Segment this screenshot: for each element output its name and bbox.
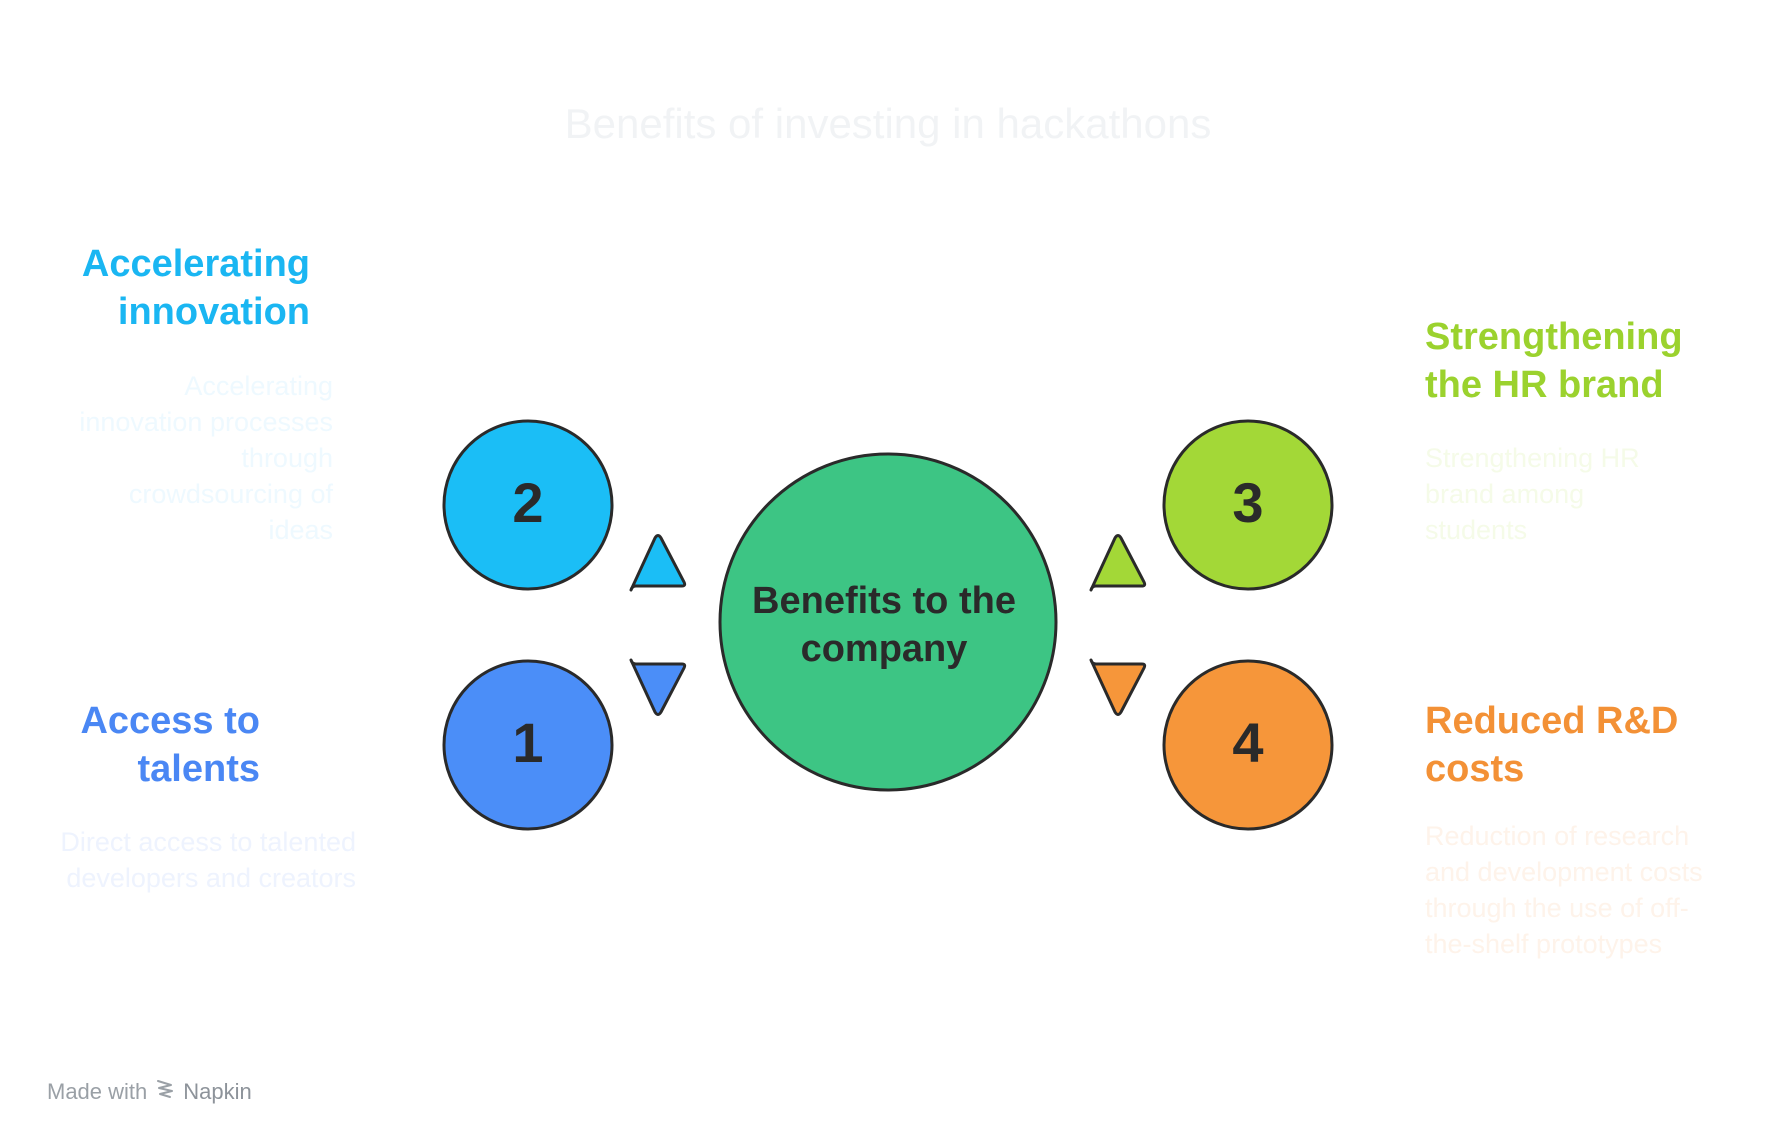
circle-1 xyxy=(442,659,614,831)
circle-2 xyxy=(442,419,614,591)
description-accelerating-innovation: Accelerating innovation processes throug… xyxy=(79,371,333,545)
circle-3-number: 3 xyxy=(1232,471,1263,534)
napkin-brand-label: Napkin xyxy=(183,1079,252,1104)
description-access-to-talents: Direct access to talented developers and… xyxy=(60,827,356,893)
made-with-label: Made with xyxy=(47,1079,148,1104)
connector-triangle-3 xyxy=(1089,534,1147,592)
made-with-napkin-footer[interactable]: Made with Napkin xyxy=(47,1078,252,1106)
center-label-line1: Benefits to the xyxy=(752,580,1016,622)
description-reduced-rd-costs: Reduction of research and development co… xyxy=(1425,821,1703,959)
center-label-line2: company xyxy=(801,628,968,670)
circle-3 xyxy=(1162,419,1334,591)
diagram-title: Benefits of investing in hackathons xyxy=(564,100,1212,147)
heading-accelerating-innovation: Accelerating innovation xyxy=(81,243,310,333)
heading-strengthening-hr-brand: Strengthening the HR brand xyxy=(1425,316,1683,406)
circle-4 xyxy=(1162,659,1334,831)
center-circle xyxy=(718,452,1058,792)
description-strengthening-hr-brand: Strengthening HR brand among students xyxy=(1425,443,1640,545)
circle-2-number: 2 xyxy=(512,471,543,534)
connector-triangle-4 xyxy=(1089,658,1147,716)
circle-1-number: 1 xyxy=(512,711,543,774)
heading-reduced-rd-costs: Reduced R&D costs xyxy=(1425,700,1679,790)
connector-triangle-2 xyxy=(629,534,687,592)
circle-4-number: 4 xyxy=(1232,711,1263,774)
heading-access-to-talents: Access to talents xyxy=(80,700,260,790)
napkin-logo-icon xyxy=(155,1078,175,1106)
connector-triangle-1 xyxy=(629,658,687,716)
